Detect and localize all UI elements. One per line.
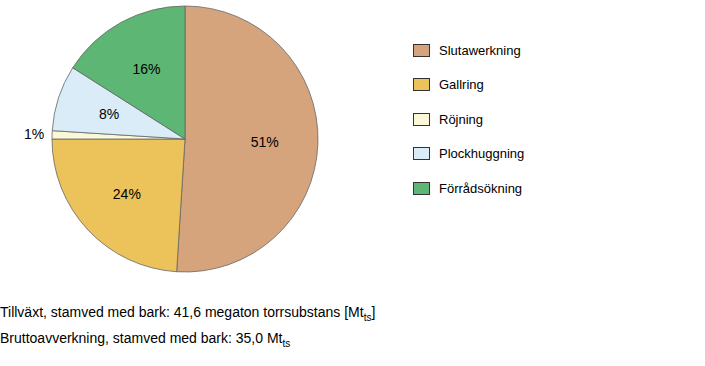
html-text:Slutawerkning: Slutawerkning [439, 42, 521, 58]
html-text:Plockhuggning: Plockhuggning [439, 146, 525, 162]
svg-text:8%: 8% [99, 106, 119, 122]
html-text:Gallring: Gallring [439, 77, 484, 93]
html-text:Tillväxt, stamved med bark: 41: Tillväxt, stamved med bark: 41,6 megaton… [0, 304, 376, 323]
svg-text:51%: 51% [251, 134, 279, 150]
html-text:Röjning: Röjning [439, 111, 484, 127]
svg-text:1%: 1% [24, 126, 44, 142]
svg-text:24%: 24% [113, 186, 141, 202]
html-text:Bruttoavverkning, stamved med: Bruttoavverkning, stamved med bark: 35,0… [0, 329, 291, 349]
html-text:Förrådsökning: Förrådsökning [439, 180, 523, 196]
svg-text:16%: 16% [133, 61, 161, 77]
